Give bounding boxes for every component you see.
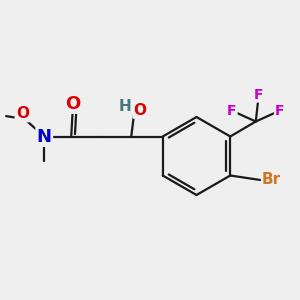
Text: H: H xyxy=(118,99,131,114)
Text: O: O xyxy=(65,94,80,112)
Text: F: F xyxy=(275,104,284,118)
Text: O: O xyxy=(16,106,29,121)
Text: O: O xyxy=(134,103,147,118)
Text: Br: Br xyxy=(262,172,281,188)
Text: F: F xyxy=(227,104,236,118)
Text: N: N xyxy=(37,128,52,146)
Text: F: F xyxy=(254,88,263,101)
